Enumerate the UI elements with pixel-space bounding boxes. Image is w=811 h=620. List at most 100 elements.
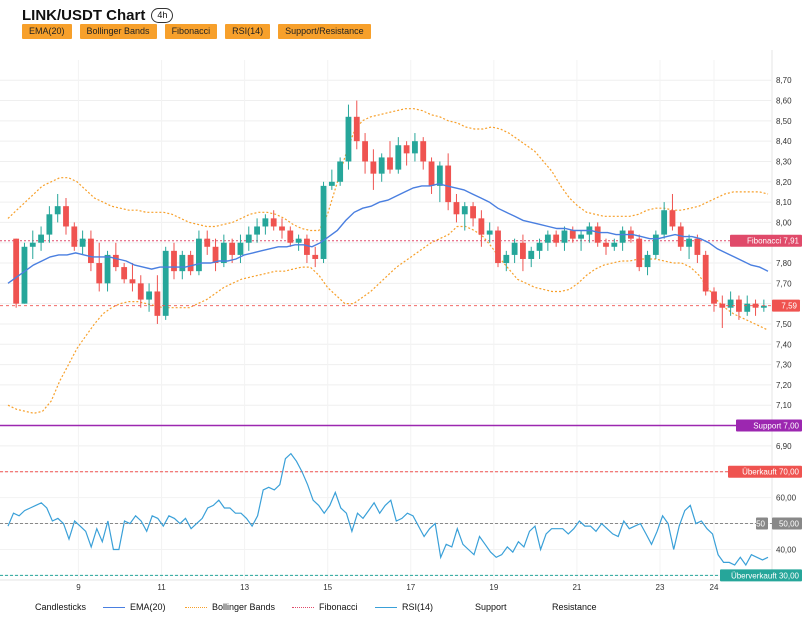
candle-body: [661, 210, 668, 235]
candle-body: [121, 267, 128, 280]
price-tick-label: 8,50: [776, 117, 792, 126]
candle-body: [104, 254, 111, 284]
legend-item-fibonacci[interactable]: Fibonacci: [292, 602, 358, 612]
candle-body: [436, 165, 443, 186]
price-tick-label: 7,10: [776, 401, 792, 410]
candle-body: [495, 230, 501, 264]
price-tick-label: 7,20: [776, 381, 792, 390]
candle-body: [395, 145, 402, 170]
candle-body: [486, 230, 493, 235]
price-tick-label: 7,40: [776, 340, 792, 349]
indicator-button-fibonacci[interactable]: Fibonacci: [164, 24, 218, 39]
candle-body: [312, 254, 319, 259]
x-tick-label: 13: [240, 583, 249, 592]
candle-body: [636, 238, 643, 268]
candle-body: [88, 238, 94, 264]
legend-swatch-fibonacci: [292, 606, 314, 608]
x-tick-label: 19: [489, 583, 498, 592]
candle-body: [279, 226, 285, 231]
candle-body: [520, 242, 526, 259]
chart-title: LINK/USDT Chart: [22, 6, 146, 24]
candle-body: [702, 254, 709, 292]
candle-body: [79, 238, 86, 247]
rsi-midline-small-tag-bg: [756, 517, 768, 530]
candle-body: [445, 165, 452, 203]
legend-item-candlesticks[interactable]: Candlesticks: [35, 602, 86, 612]
candle-body: [403, 145, 410, 154]
candle-body: [146, 291, 152, 300]
candle-body: [694, 238, 701, 255]
indicator-button-rsi[interactable]: RSI(14): [225, 24, 271, 39]
legend-item-support[interactable]: Support: [475, 602, 507, 612]
candle-body: [511, 242, 518, 255]
candle-body: [578, 234, 584, 239]
candle-body: [46, 214, 53, 235]
candle-body: [470, 206, 476, 219]
timeframe-badge[interactable]: 4h: [151, 7, 174, 23]
candle-body: [420, 141, 427, 162]
candle-body: [29, 242, 36, 247]
fibonacci-tag-bg: [730, 234, 802, 247]
candle-body: [262, 218, 269, 227]
candle-body: [428, 161, 435, 186]
candle-body: [453, 202, 460, 215]
candle-body: [353, 116, 360, 142]
legend-label-bollinger: Bollinger Bands: [212, 602, 276, 612]
price-tick-label: 8,10: [776, 198, 792, 207]
candle-body: [569, 230, 576, 239]
indicator-button-bollinger[interactable]: Bollinger Bands: [79, 24, 157, 39]
candle-body: [378, 157, 385, 174]
rsi-midline-small-tag-text: 50: [756, 520, 765, 529]
bollinger-upper-line: [7, 108, 769, 232]
price-tick-label: 8,40: [776, 137, 792, 146]
legend-item-bollinger[interactable]: Bollinger Bands: [185, 602, 275, 612]
price-tick-label: 8,00: [776, 218, 792, 227]
indicator-button-support-resistance[interactable]: Support/Resistance: [278, 24, 371, 39]
candle-body: [669, 210, 676, 227]
legend-item-rsi[interactable]: RSI(14): [375, 602, 433, 612]
overbought-tag-bg: [728, 465, 802, 478]
candle-body: [760, 305, 767, 308]
candle-body: [270, 218, 277, 227]
legend-item-resistance[interactable]: Resistance: [552, 602, 597, 612]
candle-body: [611, 242, 618, 247]
candle-body: [204, 238, 211, 247]
rsi-tick-label: 60,00: [776, 494, 797, 503]
candle-body: [187, 254, 194, 272]
legend-label-fibonacci: Fibonacci: [319, 602, 358, 612]
indicator-button-ema[interactable]: EMA(20): [22, 24, 72, 39]
candle-body: [304, 238, 310, 255]
candle-body: [137, 283, 144, 300]
price-tick-label: 7,80: [776, 259, 792, 268]
overbought-tag-text: Überkauft 70,00: [742, 468, 799, 477]
price-tick-label: 8,70: [776, 76, 792, 85]
legend-label-rsi: RSI(14): [402, 602, 434, 612]
legend-swatch-rsi: [375, 606, 397, 608]
legend-swatch-bollinger: [185, 606, 207, 608]
price-tick-label: 8,60: [776, 97, 792, 106]
candle-body: [220, 242, 227, 264]
title-row: LINK/USDT Chart 4h: [22, 5, 174, 25]
price-chart[interactable]: 6,907,007,107,207,307,407,507,607,707,80…: [0, 0, 811, 602]
candle-body: [13, 238, 20, 304]
indicator-toolbar: EMA(20) Bollinger Bands Fibonacci RSI(14…: [22, 24, 379, 39]
current-price-tag-bg: [772, 299, 800, 312]
rsi-midline-tag-text: 50,00: [779, 520, 800, 529]
candle-body: [237, 242, 244, 255]
candle-body: [96, 263, 103, 284]
candle-body: [229, 242, 236, 255]
legend-item-ema[interactable]: EMA(20): [103, 602, 166, 612]
current-price-tag-text: 7,59: [781, 302, 797, 311]
candle-body: [528, 250, 535, 259]
candle-body: [461, 206, 468, 215]
candle-body: [345, 116, 352, 162]
candle-body: [196, 238, 202, 272]
x-tick-label: 9: [76, 583, 81, 592]
candle-body: [162, 250, 169, 316]
x-tick-label: 23: [656, 583, 665, 592]
candle-body: [503, 254, 510, 264]
x-tick-label: 24: [710, 583, 719, 592]
price-tick-label: 7,30: [776, 361, 792, 370]
legend-label-support: Support: [475, 602, 507, 612]
candle-body: [594, 226, 601, 243]
